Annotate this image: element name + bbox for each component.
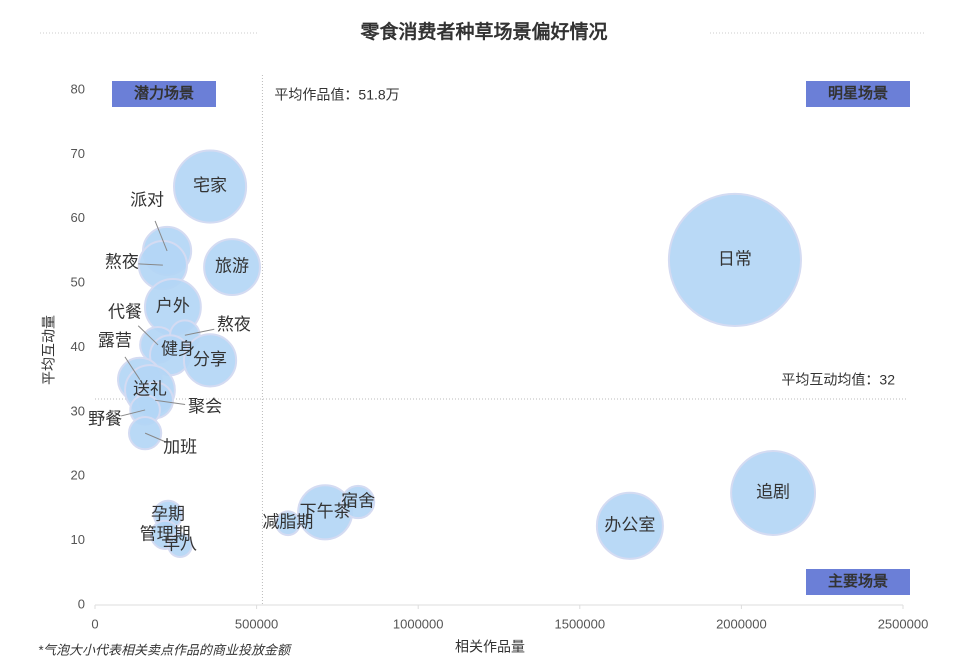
bubble-label: 孕期 [151,504,185,523]
bubble-label: 分享 [193,350,227,369]
bubble [203,238,261,296]
bubble-label: 健身 [161,340,195,359]
bubble-label: 熬夜 [217,314,251,334]
bubble-label: 熬夜 [105,252,139,272]
bubble-label: 追剧 [756,482,790,501]
y-tick-label: 20 [71,468,85,483]
leader-line [138,263,163,266]
bubble-label: 办公室 [604,515,655,534]
x-average-label: 平均作品值：51.8万 [274,87,399,103]
bubble-label: 代餐 [108,302,142,321]
bubble-label: 野餐 [88,409,122,428]
leader-line [144,432,167,443]
chart-title: 零食消费者种草场景偏好情况 [359,20,607,43]
x-tick-label: 0 [91,616,98,631]
y-tick-label: 10 [71,532,85,547]
bubble-label: 早八 [163,535,197,554]
bubble-label: 下午茶 [300,502,351,521]
x-tick-label: 2500000 [878,616,929,631]
bubble-label: 露营 [98,331,132,350]
bubble-label: 日常 [718,249,752,268]
y-tick-label: 80 [71,81,85,96]
x-tick-label: 1000000 [393,616,444,631]
leader-line [137,325,159,346]
leader-line [155,399,186,405]
bubble-label: 户外 [156,296,190,315]
bubble-label: 送礼 [133,379,167,398]
leader-line [154,220,168,252]
bubble [595,491,664,560]
bubble [340,484,376,520]
y-tick-label: 60 [71,210,85,225]
bubble-label: 宅家 [193,176,227,195]
bubble-label: 聚会 [188,397,222,416]
quadrant-tag [806,81,910,107]
y-tick-label: 30 [71,403,85,418]
x-tick-label: 1500000 [554,616,605,631]
quadrant-label: 潜力场景 [134,84,194,102]
bubble-label: 宿舍 [341,491,375,510]
quadrant-tag [112,81,216,107]
bubble-label: 旅游 [215,257,249,276]
quadrant-tag [806,569,910,595]
bubble [182,333,238,388]
leader-line [124,356,141,380]
leader-line [184,328,215,336]
y-tick-label: 0 [78,596,85,611]
x-axis-label: 相关作品量 [455,639,525,655]
bubble-label: 管理期 [140,524,191,543]
bubble [667,192,802,327]
x-tick-label: 2000000 [716,616,767,631]
y-tick-label: 40 [71,339,85,354]
y-axis-label: 平均互动量 [41,315,57,385]
leader-line [120,409,146,417]
y-average-label: 平均互动均值：32 [781,372,895,388]
y-tick-label: 70 [71,146,85,161]
bubble-label: 派对 [130,190,164,209]
bubble-label: 减脂期 [262,513,313,532]
bubble-label: 加班 [163,438,197,457]
bubble [730,450,817,536]
bubble [167,532,193,558]
bubble [173,149,248,224]
footnote: *气泡大小代表相关卖点作品的商业投放金额 [38,642,292,657]
y-tick-label: 50 [71,275,85,290]
quadrant-label: 主要场景 [828,572,888,590]
quadrant-label: 明星场景 [828,84,888,102]
x-tick-label: 500000 [235,616,278,631]
